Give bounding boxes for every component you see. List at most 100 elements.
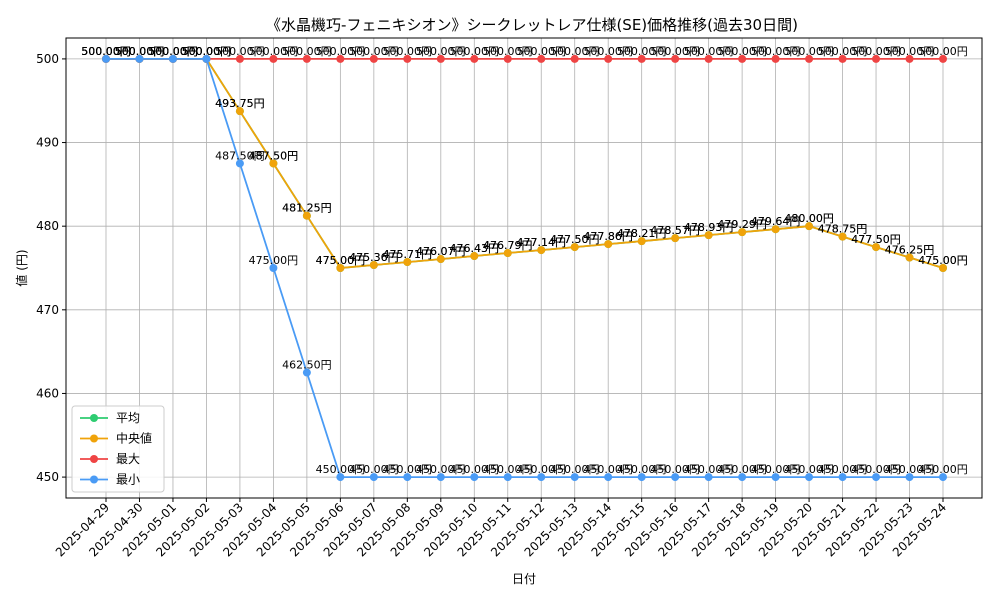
data-label: 475.36円 [349,251,399,264]
data-label: 476.07円 [416,245,466,258]
data-point [805,222,814,231]
data-point [905,54,914,63]
data-label: 475.00円 [918,254,968,267]
data-point [336,54,345,63]
data-label: 478.57円 [650,224,700,237]
data-label: 500.00円 [81,45,131,58]
data-label: 450.00円 [316,463,366,476]
data-label: 500.00円 [81,45,131,58]
data-label: 450.00円 [851,463,901,476]
data-label: 500.00円 [450,45,500,58]
data-label: 477.50円 [851,233,901,246]
data-point [269,264,278,272]
data-label: 475.71円 [383,248,433,261]
data-label: 500.00円 [416,45,466,58]
data-label: 450.00円 [684,463,734,476]
y-tick-label: 450 [36,470,59,484]
data-point [336,473,345,482]
data-label: 476.43円 [450,242,500,255]
data-point [168,54,177,63]
data-label: 450.00円 [751,463,801,476]
data-point [269,159,278,168]
data-labels: 500.00円500.00円500.00円500.00円493.75円487.5… [81,45,968,476]
data-label: 450.00円 [717,463,767,476]
data-point [403,258,412,267]
legend-marker [90,414,98,422]
data-point [470,252,479,261]
data-point [939,54,947,63]
legend-marker [90,475,98,484]
data-point [939,264,947,272]
data-label: 500.00円 [583,45,633,58]
data-point [403,54,412,63]
data-label: 500.00円 [851,45,901,58]
data-label: 476.07円 [416,245,466,258]
data-label: 500.00円 [215,45,265,58]
data-point [470,54,479,63]
data-point [269,54,278,63]
data-label: 478.57円 [650,224,700,237]
data-point [738,228,747,237]
data-label: 478.21円 [617,227,667,240]
y-tick-label: 480 [36,219,59,233]
data-point [905,253,914,262]
data-label: 500.00円 [115,45,165,58]
data-label: 500.00円 [684,45,734,58]
data-label: 476.25円 [885,244,935,257]
data-point [704,54,713,63]
legend-label: 中央値 [116,431,152,446]
series-line [106,58,943,479]
data-point [771,225,780,234]
data-label: 450.00円 [650,463,700,476]
data-point [637,54,646,63]
data-label: 450.00円 [885,463,935,476]
plot-frame [65,37,983,499]
data-label: 450.00円 [349,463,399,476]
data-point [302,54,311,63]
data-label: 476.79円 [483,239,533,252]
data-label: 500.00円 [316,45,366,58]
data-label: 481.25円 [282,202,332,215]
data-point [671,473,680,482]
data-point [369,260,378,269]
data-label: 487.50円 [249,149,299,162]
data-label: 478.93円 [684,221,734,234]
data-label: 500.00円 [383,45,433,58]
data-label: 450.00円 [583,463,633,476]
legend-marker [90,434,98,443]
data-label: 481.25円 [282,202,332,215]
data-point [235,159,244,168]
data-label: 500.00円 [148,45,198,58]
data-label: 450.00円 [450,463,500,476]
data-label: 500.00円 [148,45,198,58]
data-label: 479.29円 [717,218,767,231]
data-point [838,54,847,63]
data-point [235,54,244,63]
data-point [738,54,747,63]
data-label: 475.36円 [349,251,399,264]
data-point [838,473,847,482]
data-label: 500.00円 [650,45,700,58]
data-label: 450.00円 [416,463,466,476]
data-label: 487.50円 [215,149,265,162]
series-line [106,58,944,269]
data-label: 500.00円 [516,45,566,58]
data-label: 479.29円 [717,218,767,231]
data-label: 500.00円 [784,45,834,58]
data-point [102,54,110,63]
data-label: 500.00円 [182,45,232,58]
data-point [604,54,613,63]
data-label: 450.00円 [483,463,533,476]
data-point [403,473,412,482]
data-point [570,243,579,252]
data-point [637,473,646,482]
data-label: 480.00円 [784,212,834,225]
data-point [671,54,680,63]
data-label: 477.86円 [583,230,633,243]
data-label: 479.64円 [751,215,801,228]
data-label: 478.93円 [684,221,734,234]
data-point [704,231,713,240]
data-point [436,255,445,264]
